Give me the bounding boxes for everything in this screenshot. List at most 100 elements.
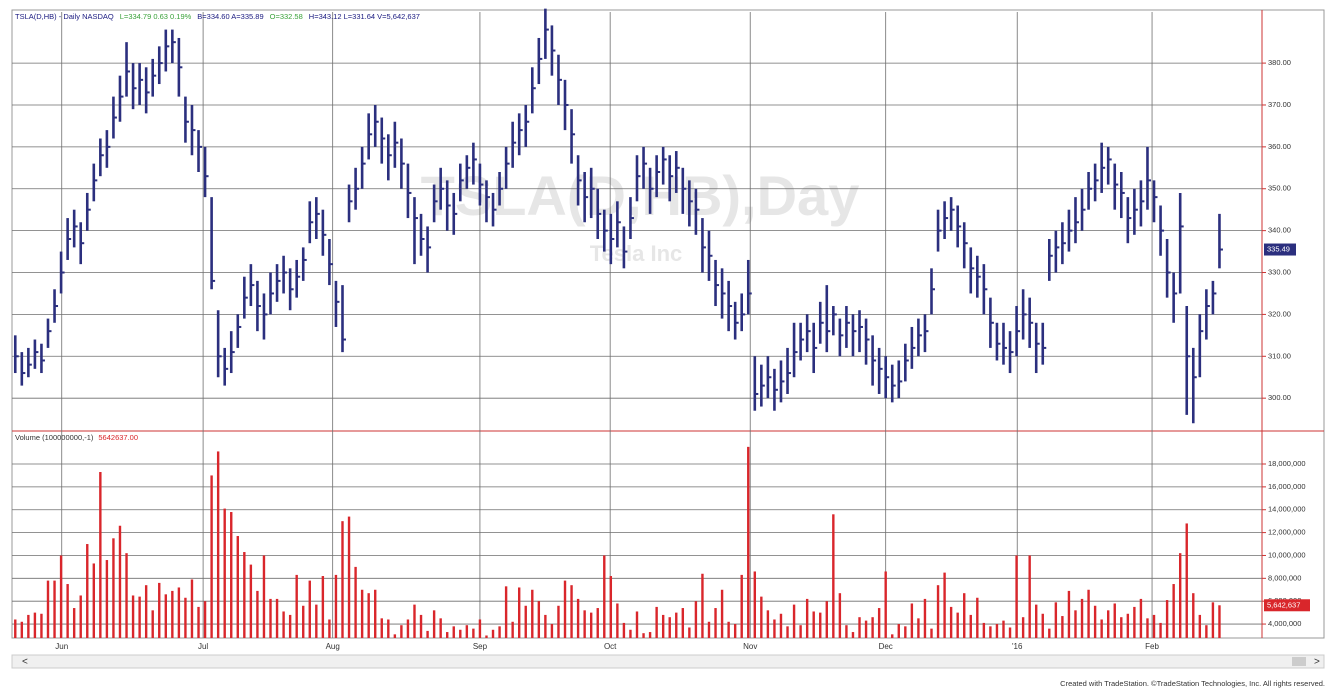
last-volume-box bbox=[1264, 599, 1310, 612]
volume-bar bbox=[302, 605, 305, 638]
scroll-thumb[interactable] bbox=[1292, 657, 1306, 666]
volume-bar bbox=[1159, 622, 1162, 638]
volume-bar bbox=[1152, 614, 1156, 638]
volume-bar bbox=[406, 619, 410, 638]
y-tick-label: 350.00 bbox=[1268, 184, 1291, 193]
volume-bar bbox=[635, 611, 639, 638]
volume-bar bbox=[845, 625, 848, 638]
volume-bar bbox=[341, 521, 344, 638]
volume-bar bbox=[33, 612, 37, 638]
volume-bar bbox=[524, 605, 527, 638]
volume-bar bbox=[367, 593, 370, 638]
volume-bar bbox=[243, 552, 246, 638]
volume-bar bbox=[1218, 605, 1221, 638]
y-tick-label: 310.00 bbox=[1268, 351, 1291, 360]
volume-bar bbox=[786, 626, 789, 638]
volume-bar bbox=[491, 629, 495, 638]
volume-bar bbox=[197, 606, 200, 638]
scrollbar[interactable] bbox=[11, 654, 1325, 669]
volume-bar bbox=[131, 595, 135, 638]
volume-bar bbox=[249, 564, 253, 638]
header-part: L=334.79 0.63 0.19% bbox=[120, 12, 192, 21]
volume-bar bbox=[603, 555, 606, 638]
volume-bar bbox=[236, 536, 239, 638]
volume-bar bbox=[439, 618, 442, 638]
volume-bar bbox=[478, 619, 482, 638]
scroll-right[interactable]: > bbox=[1314, 657, 1320, 668]
volume-bar bbox=[1100, 619, 1103, 638]
volume-bar bbox=[1074, 610, 1077, 638]
volume-bar bbox=[910, 603, 914, 638]
volume-bar bbox=[930, 628, 933, 638]
volume-bar bbox=[1080, 598, 1084, 638]
volume-bar bbox=[203, 601, 207, 638]
x-tick-label: Sep bbox=[473, 642, 488, 651]
header-part: TSLA(D,HB) - Daily NASDAQ bbox=[15, 12, 114, 21]
volume-bar bbox=[858, 617, 861, 638]
y-tick-label: 320.00 bbox=[1268, 309, 1291, 318]
volume-bar bbox=[681, 608, 685, 638]
volume-bar bbox=[1015, 555, 1018, 638]
volume-bar bbox=[190, 579, 194, 638]
volume-bar bbox=[753, 571, 757, 638]
volume-bar bbox=[963, 593, 966, 638]
volume-bar bbox=[1178, 553, 1182, 638]
volume-bar bbox=[1107, 610, 1110, 638]
volume-bar bbox=[616, 603, 619, 638]
volume-bar bbox=[943, 572, 946, 638]
volume-bar bbox=[334, 574, 338, 638]
volume-bar bbox=[832, 514, 835, 638]
x-tick-label: Nov bbox=[743, 642, 757, 651]
volume-bar bbox=[923, 598, 927, 638]
volume-bar bbox=[557, 605, 560, 638]
volume-bar bbox=[766, 610, 770, 638]
volume-bar bbox=[851, 632, 855, 638]
volume-bar bbox=[661, 614, 665, 638]
volume-bar bbox=[799, 625, 802, 638]
plot bbox=[12, 8, 1262, 638]
volume-bar bbox=[158, 582, 161, 638]
volume-bar bbox=[504, 586, 508, 638]
volume-bar bbox=[27, 614, 30, 638]
volume-bar bbox=[79, 595, 82, 638]
volume-bar bbox=[184, 597, 187, 638]
volume-bar bbox=[86, 544, 89, 638]
y-tick-label: 12,000,000 bbox=[1268, 528, 1306, 537]
volume-bar bbox=[550, 624, 554, 638]
y-tick-label: 370.00 bbox=[1268, 100, 1291, 109]
volume-bar bbox=[838, 593, 842, 638]
volume-bar bbox=[1067, 590, 1071, 638]
volume-bar bbox=[256, 590, 259, 638]
last-volume-label: 5,642,637 bbox=[1267, 600, 1300, 609]
volume-bar bbox=[138, 596, 141, 638]
volume-bar bbox=[1035, 604, 1038, 638]
volume-bar bbox=[14, 619, 17, 638]
volume-bar bbox=[917, 618, 920, 638]
volume-bar bbox=[773, 619, 776, 638]
volume-bar bbox=[92, 563, 96, 638]
volume-bar bbox=[46, 580, 50, 638]
volume-title: Volume (100000000,-1) 5642637.00 bbox=[15, 433, 138, 442]
volume-bar bbox=[472, 628, 475, 638]
volume-bar bbox=[747, 446, 750, 638]
volume-bar bbox=[707, 621, 711, 638]
volume-bar bbox=[262, 555, 266, 638]
header-part: H=343.12 L=331.64 V=5,642,637 bbox=[309, 12, 420, 21]
volume-bar bbox=[642, 633, 645, 638]
volume-bar bbox=[1093, 605, 1097, 638]
volume-bar bbox=[969, 614, 972, 638]
volume-bar bbox=[308, 580, 311, 638]
volume-bar bbox=[1146, 618, 1149, 638]
volume-bar bbox=[570, 585, 573, 638]
volume-bar bbox=[779, 613, 783, 638]
volume-bar bbox=[995, 624, 999, 638]
scroll-left[interactable]: < bbox=[22, 657, 28, 668]
volume-bar bbox=[648, 632, 652, 638]
volume-bar bbox=[576, 598, 580, 638]
y-tick-label: 8,000,000 bbox=[1268, 573, 1301, 582]
header-part: O=332.58 bbox=[270, 12, 303, 21]
volume-bar bbox=[315, 604, 318, 638]
volume-bar bbox=[288, 614, 292, 638]
volume-bar bbox=[589, 612, 593, 638]
volume-bar bbox=[465, 625, 469, 638]
